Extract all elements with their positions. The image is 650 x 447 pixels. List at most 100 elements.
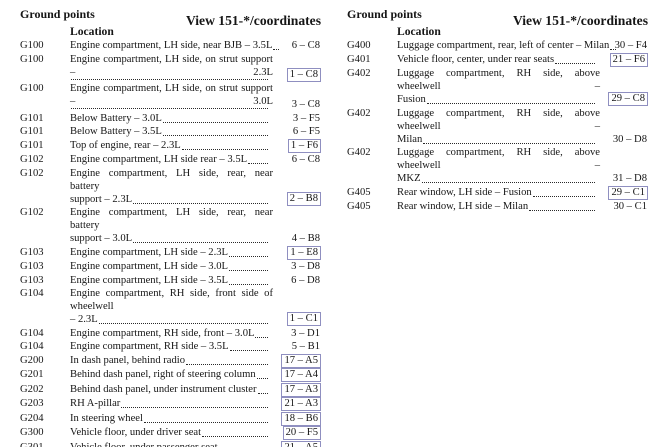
table-row: G204 In steering wheel 18 – B6: [20, 411, 321, 426]
dot-leader: [133, 202, 268, 204]
coordinate-cell: 18 – B6: [273, 411, 321, 426]
coordinate-cell: 29 – C1: [600, 185, 648, 200]
location-line: MKZ: [397, 172, 600, 185]
location-cell: Vehicle floor, center, under rear seats: [397, 53, 600, 66]
location-text: Milan: [397, 133, 423, 145]
location-line: Rear window, LH side – Fusion: [397, 186, 600, 199]
ground-id: G104: [20, 288, 44, 299]
table-row: G100 Engine compartment, LH side, on str…: [20, 82, 321, 111]
coordinate-cell: 1 – F6: [273, 138, 321, 153]
location-cell: RH A-pillar: [70, 397, 273, 410]
location-text: Engine compartment, LH side – 2.3L: [70, 246, 228, 258]
table-row: G102 Engine compartment, LH side, rear, …: [20, 167, 321, 206]
coordinate-link[interactable]: 1 – F6: [287, 138, 321, 153]
coordinate-cell: 6 – C8: [273, 39, 321, 52]
dot-leader: [229, 350, 268, 351]
coordinate-cell: 29 – C8: [600, 92, 648, 106]
dot-leader: [248, 163, 268, 164]
ground-id: G203: [20, 398, 44, 409]
location-text: RH A-pillar: [70, 398, 121, 409]
coordinate-link[interactable]: 21 – F6: [609, 52, 648, 67]
coordinate-link[interactable]: 17 – A3: [281, 382, 321, 397]
location-cell: Engine compartment, LH side, rear, near …: [70, 167, 273, 206]
coordinate-link[interactable]: 21 – A3: [281, 397, 321, 411]
dot-leader: [133, 242, 268, 243]
table-row: G300 Vehicle floor, under driver seat 20…: [20, 426, 321, 440]
ground-points-table-left: Ground points View 151-*/coordinates Loc…: [20, 7, 321, 447]
ground-id: G103: [20, 246, 44, 258]
location-cell: Luggage compartment, rear, left of cente…: [397, 39, 617, 52]
table-row: G104 Engine compartment, RH side, front …: [20, 287, 321, 326]
location-cell: Vehicle floor, under driver seat: [70, 426, 273, 439]
table-row: G203 RH A-pillar 21 – A3: [20, 397, 321, 411]
location-line: Engine compartment, RH side, front side …: [70, 288, 273, 312]
coordinate-cell: 1 – C8: [273, 67, 321, 82]
ground-id: G104: [20, 327, 44, 339]
ground-id: G405: [347, 186, 371, 198]
location-text: Fusion: [397, 94, 426, 105]
dot-leader: [421, 182, 595, 183]
coordinate-value: 30 – C1: [613, 201, 647, 212]
location-cell: Luggage compartment, RH side, above whee…: [397, 146, 600, 185]
dot-leader: [532, 195, 595, 197]
location-line: – 2.3L: [70, 313, 273, 326]
location-cell: Rear window, LH side – Milan: [397, 200, 600, 213]
coordinate-cell: 4 – B8: [273, 232, 321, 245]
location-line: Behind dash panel, under instrument clus…: [70, 383, 273, 396]
dot-leader: [423, 142, 595, 144]
ground-id: G202: [20, 383, 44, 395]
location-line: Milan: [397, 133, 600, 146]
ground-id: G402: [347, 68, 371, 79]
coordinate-link[interactable]: 18 – B6: [281, 411, 321, 426]
location-text: Engine compartment, LH side rear – 3.5L: [70, 154, 248, 165]
location-text: Vehicle floor, center, under rear seats: [397, 53, 555, 65]
dot-leader: [121, 407, 268, 408]
coordinate-link[interactable]: 17 – A4: [281, 368, 321, 382]
dot-leader: [181, 148, 268, 150]
location-column-header: Location: [70, 25, 114, 38]
coordinate-link[interactable]: 1 – C8: [286, 67, 321, 82]
location-column-header: Location: [397, 25, 441, 38]
ground-id: G104: [20, 341, 44, 352]
location-cell: Below Battery – 3.5L: [70, 125, 273, 138]
coordinate-cell: 21 – F6: [600, 52, 648, 67]
ground-id: G101: [20, 112, 44, 124]
coordinate-cell: 17 – A3: [273, 382, 321, 397]
location-text: Luggage compartment, rear, left of cente…: [397, 40, 610, 51]
location-line: Luggage compartment, rear, left of cente…: [397, 39, 617, 52]
coordinate-link[interactable]: 17 – A5: [281, 353, 321, 368]
location-text: Engine compartment, LH side, near BJB – …: [70, 40, 273, 51]
location-cell: In steering wheel: [70, 412, 273, 425]
location-cell: Engine compartment, LH side – 3.0L: [70, 260, 273, 273]
location-cell: Top of engine, rear – 2.3L: [70, 139, 273, 152]
coordinate-value: 3 – D8: [291, 261, 320, 272]
location-text: In dash panel, behind radio: [70, 354, 186, 366]
location-line: Engine compartment, LH side, rear, near …: [70, 207, 273, 231]
location-text: support – 2.3L: [70, 193, 133, 205]
table-header-left: Ground points View 151-*/coordinates: [20, 7, 321, 28]
coordinate-value: 30 – F4: [614, 40, 647, 51]
location-line: In dash panel, behind radio: [70, 354, 273, 367]
coordinate-link[interactable]: 21 – A5: [281, 440, 321, 447]
ground-id: G102: [20, 167, 44, 179]
location-line: Fusion: [397, 93, 600, 106]
location-line: Luggage compartment, RH side, above whee…: [397, 147, 600, 171]
coordinate-link[interactable]: 1 – E8: [287, 245, 321, 260]
coordinate-value: 3 – C8: [291, 99, 320, 110]
location-line: RH A-pillar: [70, 397, 273, 410]
location-text: MKZ: [397, 173, 421, 184]
table-row: G402 Luggage compartment, RH side, above…: [347, 67, 648, 106]
coordinate-cell: 5 – B1: [273, 340, 321, 353]
coordinate-link[interactable]: 20 – F5: [282, 426, 321, 440]
coordinate-link[interactable]: 29 – C8: [608, 92, 648, 106]
coordinate-link[interactable]: 1 – C1: [286, 312, 321, 326]
coordinate-cell: 30 – D8: [600, 133, 648, 146]
ground-id: G402: [347, 107, 371, 119]
location-cell: Engine compartment, LH side, on strut su…: [70, 53, 273, 82]
location-line: Top of engine, rear – 2.3L: [70, 139, 273, 152]
coordinate-link[interactable]: 29 – C1: [608, 185, 648, 200]
table-row: G401 Vehicle floor, center, under rear s…: [347, 52, 648, 67]
coordinate-link[interactable]: 2 – B8: [286, 191, 321, 206]
coordinate-cell: 3 – F5: [273, 112, 321, 125]
location-text: Engine compartment, RH side, front – 3.0…: [70, 327, 255, 339]
